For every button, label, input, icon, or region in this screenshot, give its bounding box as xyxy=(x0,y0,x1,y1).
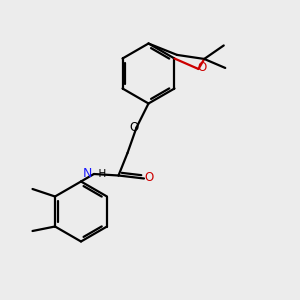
Text: O: O xyxy=(145,171,154,184)
Text: O: O xyxy=(129,121,138,134)
Text: N: N xyxy=(83,167,92,180)
Text: H: H xyxy=(92,169,107,179)
Text: O: O xyxy=(198,61,207,74)
